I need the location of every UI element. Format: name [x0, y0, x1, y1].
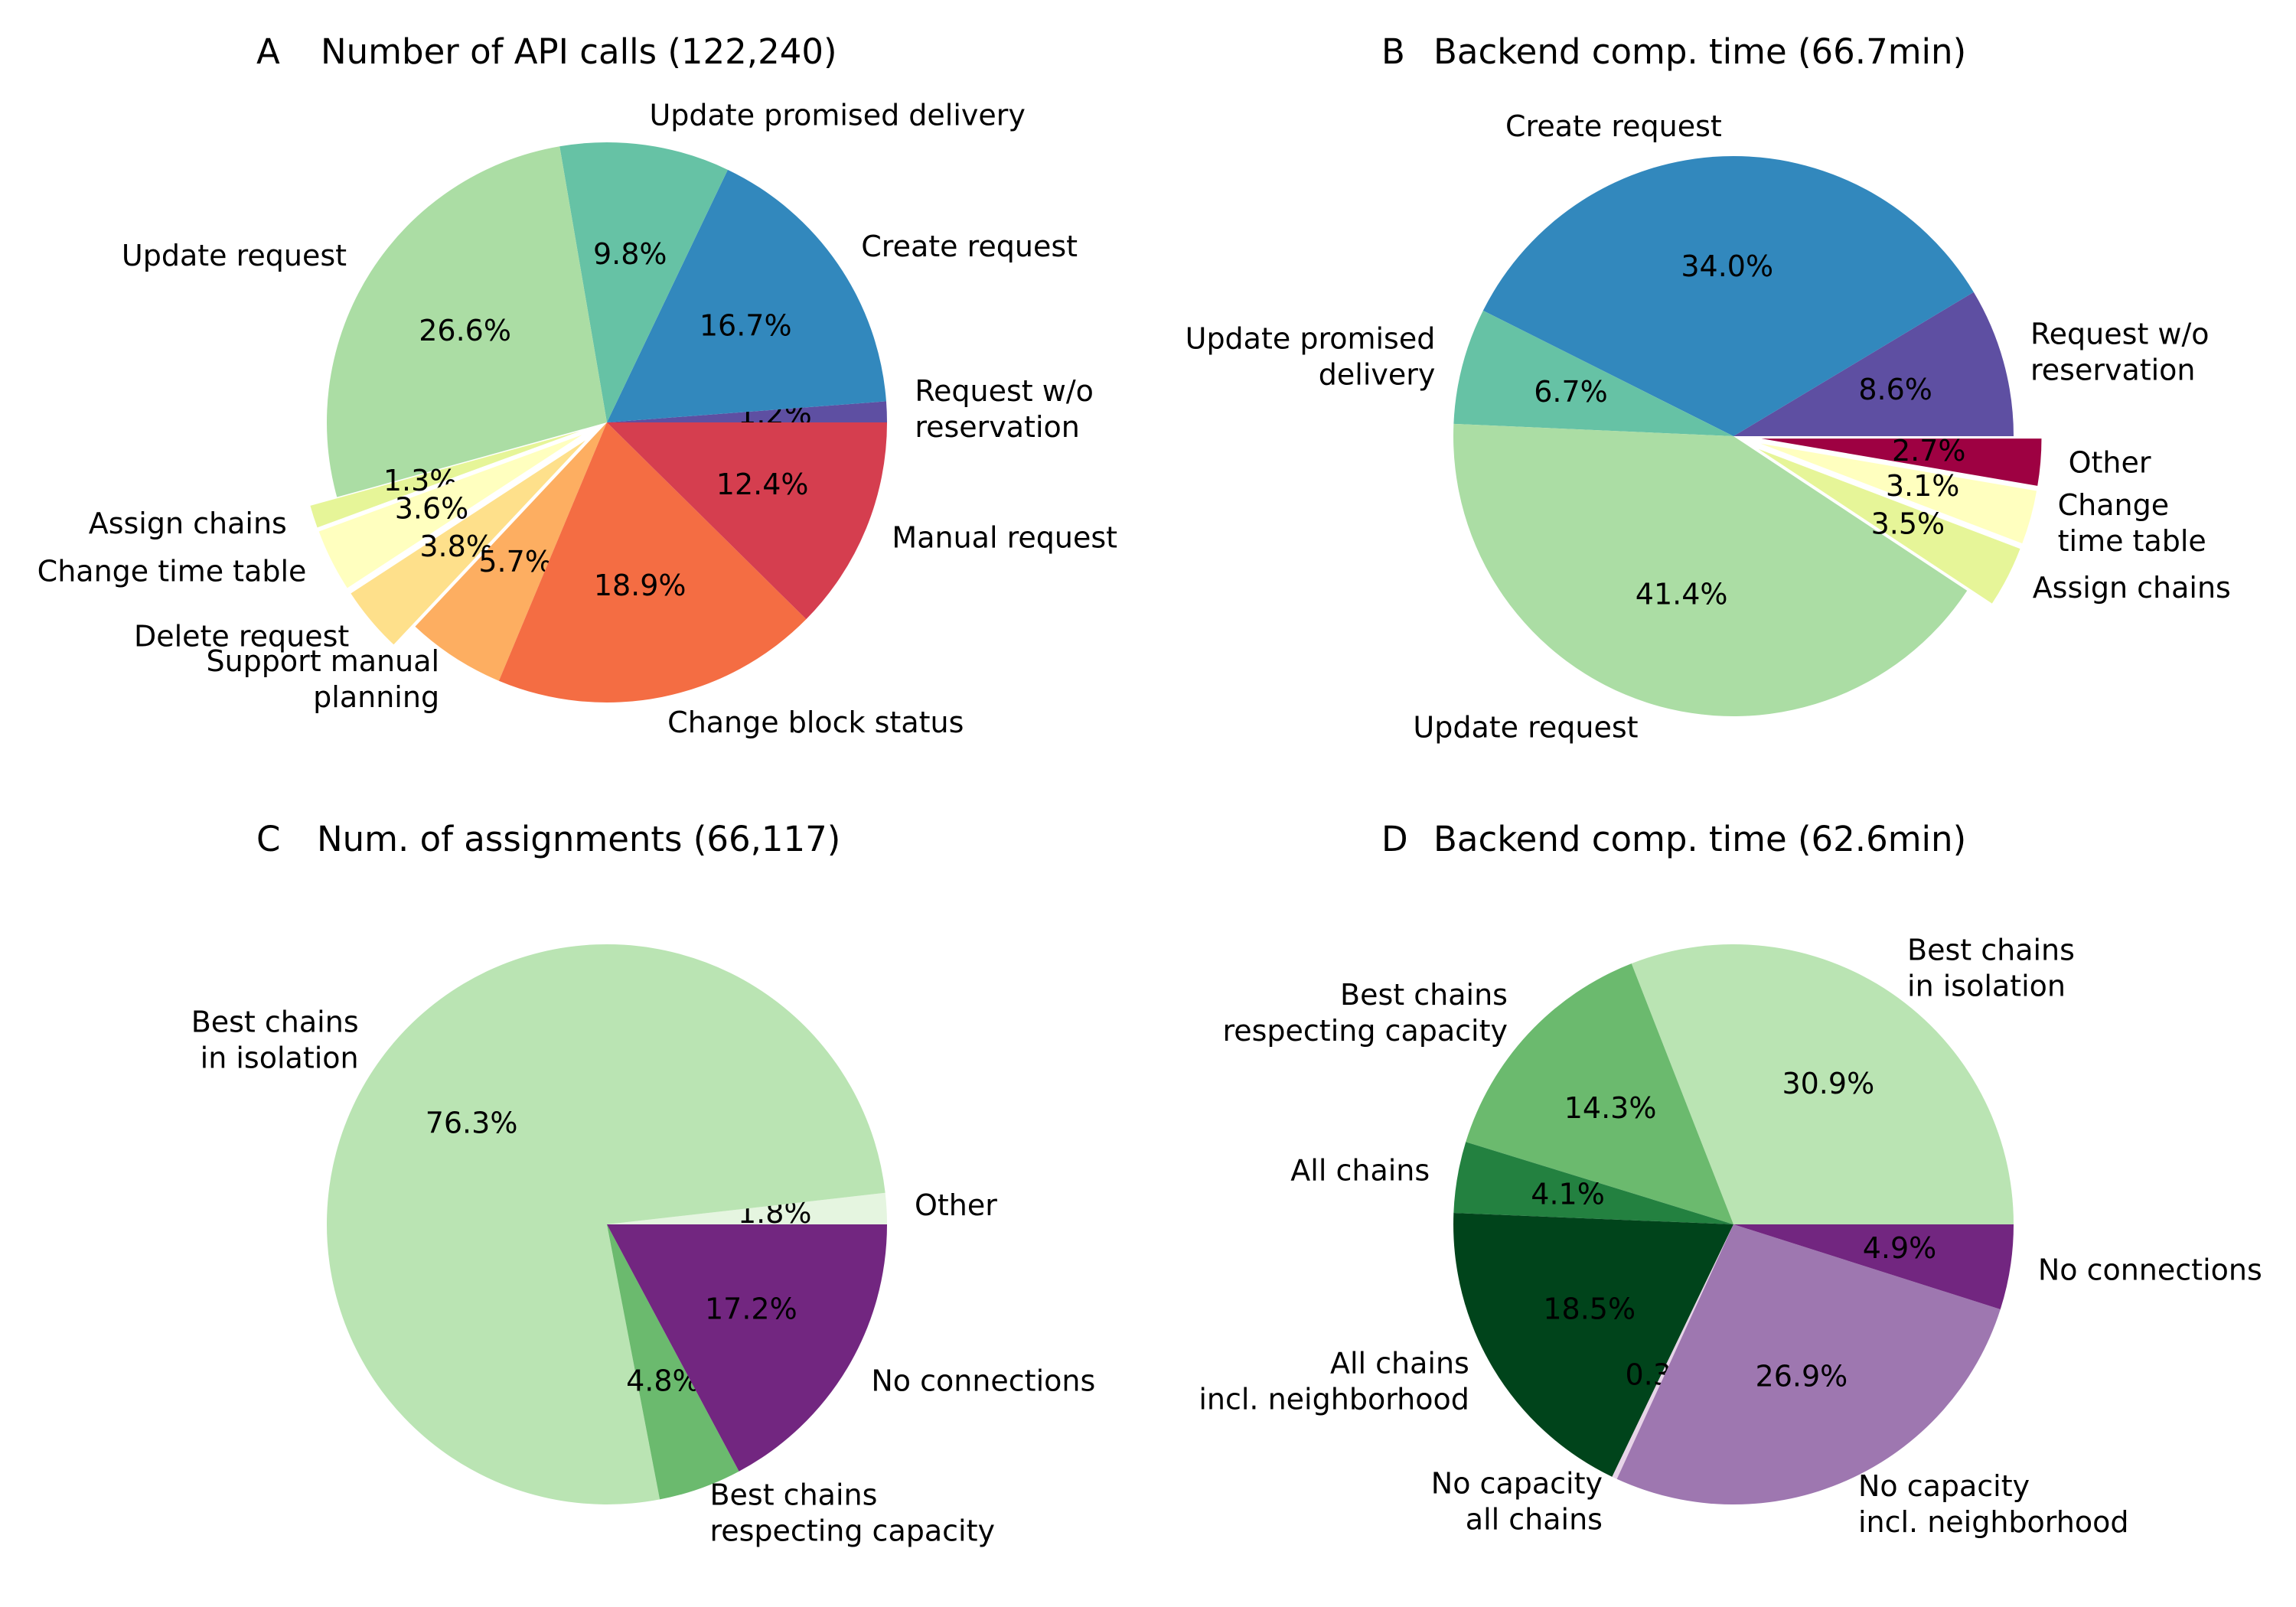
slice-percentage: 12.4%: [716, 468, 809, 501]
pie-slice: [310, 431, 581, 528]
pie-slice: [1466, 963, 1733, 1224]
slice-percentage: 34.0%: [1681, 249, 1773, 283]
pie-slice: [1760, 443, 2037, 544]
panel-b-title: Backend comp. time (66.7min): [1433, 31, 1966, 72]
panel-c: C Num. of assignments (66,117) 1.8% Other…: [191, 819, 1096, 1547]
pie-slice: [607, 1192, 887, 1224]
slice-percentage: 41.4%: [1636, 577, 1728, 611]
pie-slice: [1453, 423, 1968, 716]
pie-slice: [326, 944, 885, 1505]
slice-label: Best chains respecting capacity: [1222, 978, 1508, 1048]
slice-percentage: 17.2%: [705, 1292, 797, 1325]
pie-slice: [1733, 1224, 2014, 1310]
pie-slice: [1758, 448, 2020, 604]
slice-percentage: 18.5%: [1543, 1292, 1636, 1326]
panel-d-letter: D: [1381, 819, 1408, 859]
slice-label: Update promised delivery: [649, 99, 1025, 132]
pie-slice: [1631, 944, 2014, 1224]
slice-label: No connections: [2038, 1253, 2262, 1286]
pie-slice: [1453, 1213, 1733, 1477]
slice-percentage: 3.6%: [395, 491, 469, 525]
pie-slice: [1612, 1224, 1733, 1479]
slice-percentage: 2.7%: [1892, 434, 1966, 468]
slice-percentage: 9.8%: [593, 237, 667, 271]
slice-percentage: 14.3%: [1564, 1091, 1657, 1125]
pie-slice: [607, 1224, 739, 1500]
panel-c-title: Num. of assignments (66,117): [317, 819, 840, 859]
slice-percentage: 76.3%: [426, 1106, 518, 1139]
panel-a-title: Number of API calls (122,240): [321, 31, 837, 72]
pie-slice: [607, 422, 887, 620]
pie-slice: [318, 435, 582, 588]
pie-slice: [1761, 438, 2042, 486]
panel-d: D Backend comp. time (62.6min) 30.9% Best…: [1199, 819, 2262, 1539]
slice-percentage: 4.9%: [1863, 1231, 1937, 1265]
slice-percentage: 5.7%: [478, 545, 553, 579]
slice-label: Assign chains: [2033, 571, 2231, 605]
slice-percentage: 4.1%: [1531, 1177, 1605, 1211]
panel-c-letter: C: [256, 819, 280, 859]
slice-label: Best chains in isolation: [1907, 934, 2075, 1003]
slice-percentage: 8.6%: [1858, 373, 1932, 406]
slice-percentage: 18.9%: [594, 569, 687, 602]
slice-label: Create request: [1505, 109, 1722, 143]
pie-slice: [415, 422, 607, 681]
pie-slice: [607, 401, 887, 422]
slice-label: Update request: [1413, 710, 1638, 744]
slice-label: Other: [2069, 446, 2151, 480]
slice-label: All chains incl. neighborhood: [1199, 1346, 1469, 1416]
panel-d-title: Backend comp. time (62.6min): [1433, 819, 1966, 859]
slice-label: Delete request: [134, 620, 349, 654]
slice-percentage: 3.5%: [1871, 507, 1945, 541]
pie-slice: [1616, 1224, 2001, 1505]
slice-label: Manual request: [892, 520, 1117, 554]
pie-slice: [1453, 310, 1733, 436]
slice-label: Change time table: [2058, 488, 2206, 558]
panel-a-letter: A: [256, 31, 280, 72]
slice-label: All chains: [1290, 1153, 1430, 1187]
slice-percentage: 16.7%: [700, 308, 792, 342]
slice-label: Assign chains: [89, 507, 287, 540]
slice-label: No capacity incl. neighborhood: [1858, 1469, 2129, 1539]
panel-b: B Backend comp. time (66.7min) 8.6% Reque…: [1186, 31, 2231, 744]
pie-slice: [559, 142, 728, 422]
slice-label: Create request: [861, 230, 1078, 263]
pie-slice: [1453, 1142, 1733, 1224]
pie-slice: [326, 146, 607, 497]
panel-a: A Number of API calls (122,240) 1.2%Requ…: [38, 31, 1117, 739]
slice-label: Request w/o reservation: [915, 374, 1094, 444]
slice-label: Request w/o reservation: [2030, 318, 2210, 387]
slice-label: No connections: [871, 1364, 1095, 1397]
slice-percentage: 30.9%: [1782, 1067, 1874, 1100]
slice-percentage: 3.1%: [1886, 469, 1960, 503]
slice-label: Best chains respecting capacity: [709, 1478, 995, 1547]
slice-percentage: 26.6%: [419, 314, 511, 347]
pie-slice: [1482, 155, 1974, 436]
pie-slice: [351, 440, 585, 645]
pie-slice: [498, 422, 807, 702]
slice-label: Change time table: [38, 554, 307, 588]
slice-label: Change block status: [667, 706, 964, 739]
slice-label: Best chains in isolation: [191, 1006, 359, 1075]
slice-label: No capacity all chains: [1431, 1466, 1603, 1536]
slice-label: Other: [915, 1188, 997, 1222]
slice-percentage: 26.9%: [1756, 1359, 1848, 1393]
pie-slice: [607, 169, 886, 422]
slice-percentage: 6.7%: [1534, 375, 1608, 409]
slice-label: Support manual planning: [206, 644, 439, 714]
panel-b-letter: B: [1381, 31, 1405, 72]
slice-label: Update request: [122, 239, 347, 272]
slice-label: Update promised delivery: [1186, 322, 1436, 392]
pie-slice: [1733, 292, 2014, 436]
pie-slice: [607, 1224, 887, 1472]
